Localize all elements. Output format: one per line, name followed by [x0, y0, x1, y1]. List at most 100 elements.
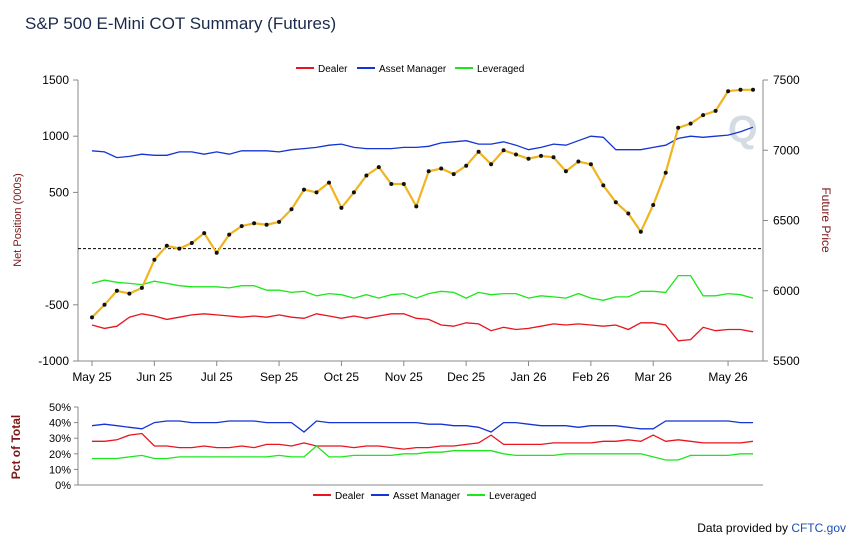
- x-tick-label: Dec 25: [447, 370, 485, 384]
- x-tick-label: Feb 26: [572, 370, 610, 384]
- price-point: [451, 172, 456, 177]
- x-tick-label: May 25: [72, 370, 112, 384]
- pct-tick-label: 50%: [49, 402, 71, 414]
- x-tick-label: Oct 25: [324, 370, 360, 384]
- pct-legend-label: Dealer: [335, 491, 365, 502]
- x-tick-label: May 26: [708, 370, 748, 384]
- price-point: [252, 221, 257, 226]
- x-tick-label: Jan 26: [510, 370, 546, 384]
- y2-tick-label: 6500: [773, 214, 800, 228]
- watermark-logo: Q: [728, 109, 758, 151]
- series-line-leveraged: [91, 274, 754, 301]
- price-point: [239, 224, 244, 229]
- y-tick-label: 1500: [42, 73, 69, 87]
- price-point: [364, 173, 369, 178]
- price-point: [277, 219, 282, 224]
- pct-tick-label: 0%: [55, 480, 71, 492]
- pct-series-line-leveraged: [92, 445, 753, 461]
- y2-tick-label: 6000: [773, 284, 800, 298]
- pct-legend-label: Asset Manager: [393, 491, 461, 502]
- price-point: [302, 187, 306, 192]
- price-point: [626, 211, 631, 216]
- series-line-future-price: [91, 88, 753, 319]
- price-point: [551, 155, 556, 160]
- y-axis-title: Net Position (000s): [12, 173, 24, 267]
- price-point: [414, 204, 419, 209]
- price-point: [676, 125, 681, 130]
- y2-tick-label: 7000: [773, 143, 800, 157]
- y-tick-label: 1000: [42, 129, 69, 143]
- chart-title: S&P 500 E-Mini COT Summary (Futures): [25, 14, 337, 33]
- price-point: [601, 183, 606, 188]
- pct-tick-label: 30%: [49, 433, 71, 445]
- x-tick-label: Jul 25: [201, 370, 233, 384]
- price-point: [439, 166, 444, 171]
- price-point: [701, 113, 706, 118]
- pct-tick-label: 40%: [49, 418, 71, 430]
- price-point: [539, 153, 543, 158]
- price-point: [227, 232, 232, 237]
- x-tick-label: Sep 25: [260, 370, 298, 384]
- pct-legend-label: Leveraged: [489, 491, 536, 502]
- price-point: [214, 250, 219, 255]
- y2-tick-label: 5500: [773, 354, 800, 368]
- price-point: [501, 148, 506, 153]
- price-point: [389, 182, 394, 186]
- cftc-link[interactable]: CFTC.gov: [791, 521, 846, 535]
- legend-label: Dealer: [318, 64, 348, 75]
- data-source-footer: Data provided by CFTC.gov: [697, 521, 846, 535]
- pct-tick-label: 10%: [49, 464, 71, 476]
- pct-series-line-dealer: [92, 432, 754, 450]
- price-point: [588, 162, 593, 167]
- price-point: [114, 288, 119, 293]
- price-point: [526, 156, 531, 161]
- pct-axis-title: Pct of Total: [9, 415, 23, 479]
- legend-label: Leveraged: [477, 64, 524, 75]
- price-point: [102, 302, 107, 307]
- price-point: [314, 190, 319, 195]
- y2-axis-title: Future Price: [819, 187, 833, 253]
- y-tick-label: -500: [45, 298, 69, 312]
- price-point: [376, 165, 381, 170]
- x-tick-label: Jun 25: [136, 370, 172, 384]
- price-point: [489, 162, 494, 167]
- price-point: [651, 203, 656, 207]
- price-point: [90, 315, 94, 320]
- price-point: [738, 87, 743, 92]
- price-point: [476, 149, 481, 154]
- x-tick-label: Mar 26: [635, 370, 673, 384]
- price-point: [401, 182, 406, 186]
- price-point: [713, 108, 718, 113]
- price-point: [189, 241, 194, 245]
- price-point: [613, 200, 618, 205]
- price-point: [751, 87, 755, 92]
- x-tick-label: Nov 25: [385, 370, 423, 384]
- series-line-asset-manager: [91, 126, 754, 159]
- series-line-dealer: [91, 313, 754, 342]
- y-tick-label: 500: [49, 185, 69, 199]
- price-point: [464, 163, 469, 168]
- price-point: [202, 231, 207, 236]
- footer-prefix: Data provided by: [697, 521, 792, 535]
- price-point: [426, 169, 431, 174]
- price-point: [289, 207, 294, 212]
- price-point: [514, 152, 518, 157]
- price-point: [264, 222, 269, 227]
- price-point: [327, 180, 331, 185]
- price-point: [127, 291, 132, 296]
- price-point: [351, 190, 356, 195]
- pct-series-line-asset-manager: [91, 420, 753, 433]
- price-point: [177, 246, 182, 251]
- pct-tick-label: 20%: [49, 449, 71, 461]
- price-point: [563, 169, 568, 174]
- price-point: [164, 243, 169, 248]
- price-point: [139, 285, 144, 290]
- price-point: [152, 257, 157, 262]
- price-point: [339, 205, 344, 210]
- price-point: [688, 121, 693, 126]
- y2-tick-label: 7500: [773, 73, 800, 87]
- price-point: [726, 89, 731, 94]
- y-tick-label: -1000: [38, 354, 69, 368]
